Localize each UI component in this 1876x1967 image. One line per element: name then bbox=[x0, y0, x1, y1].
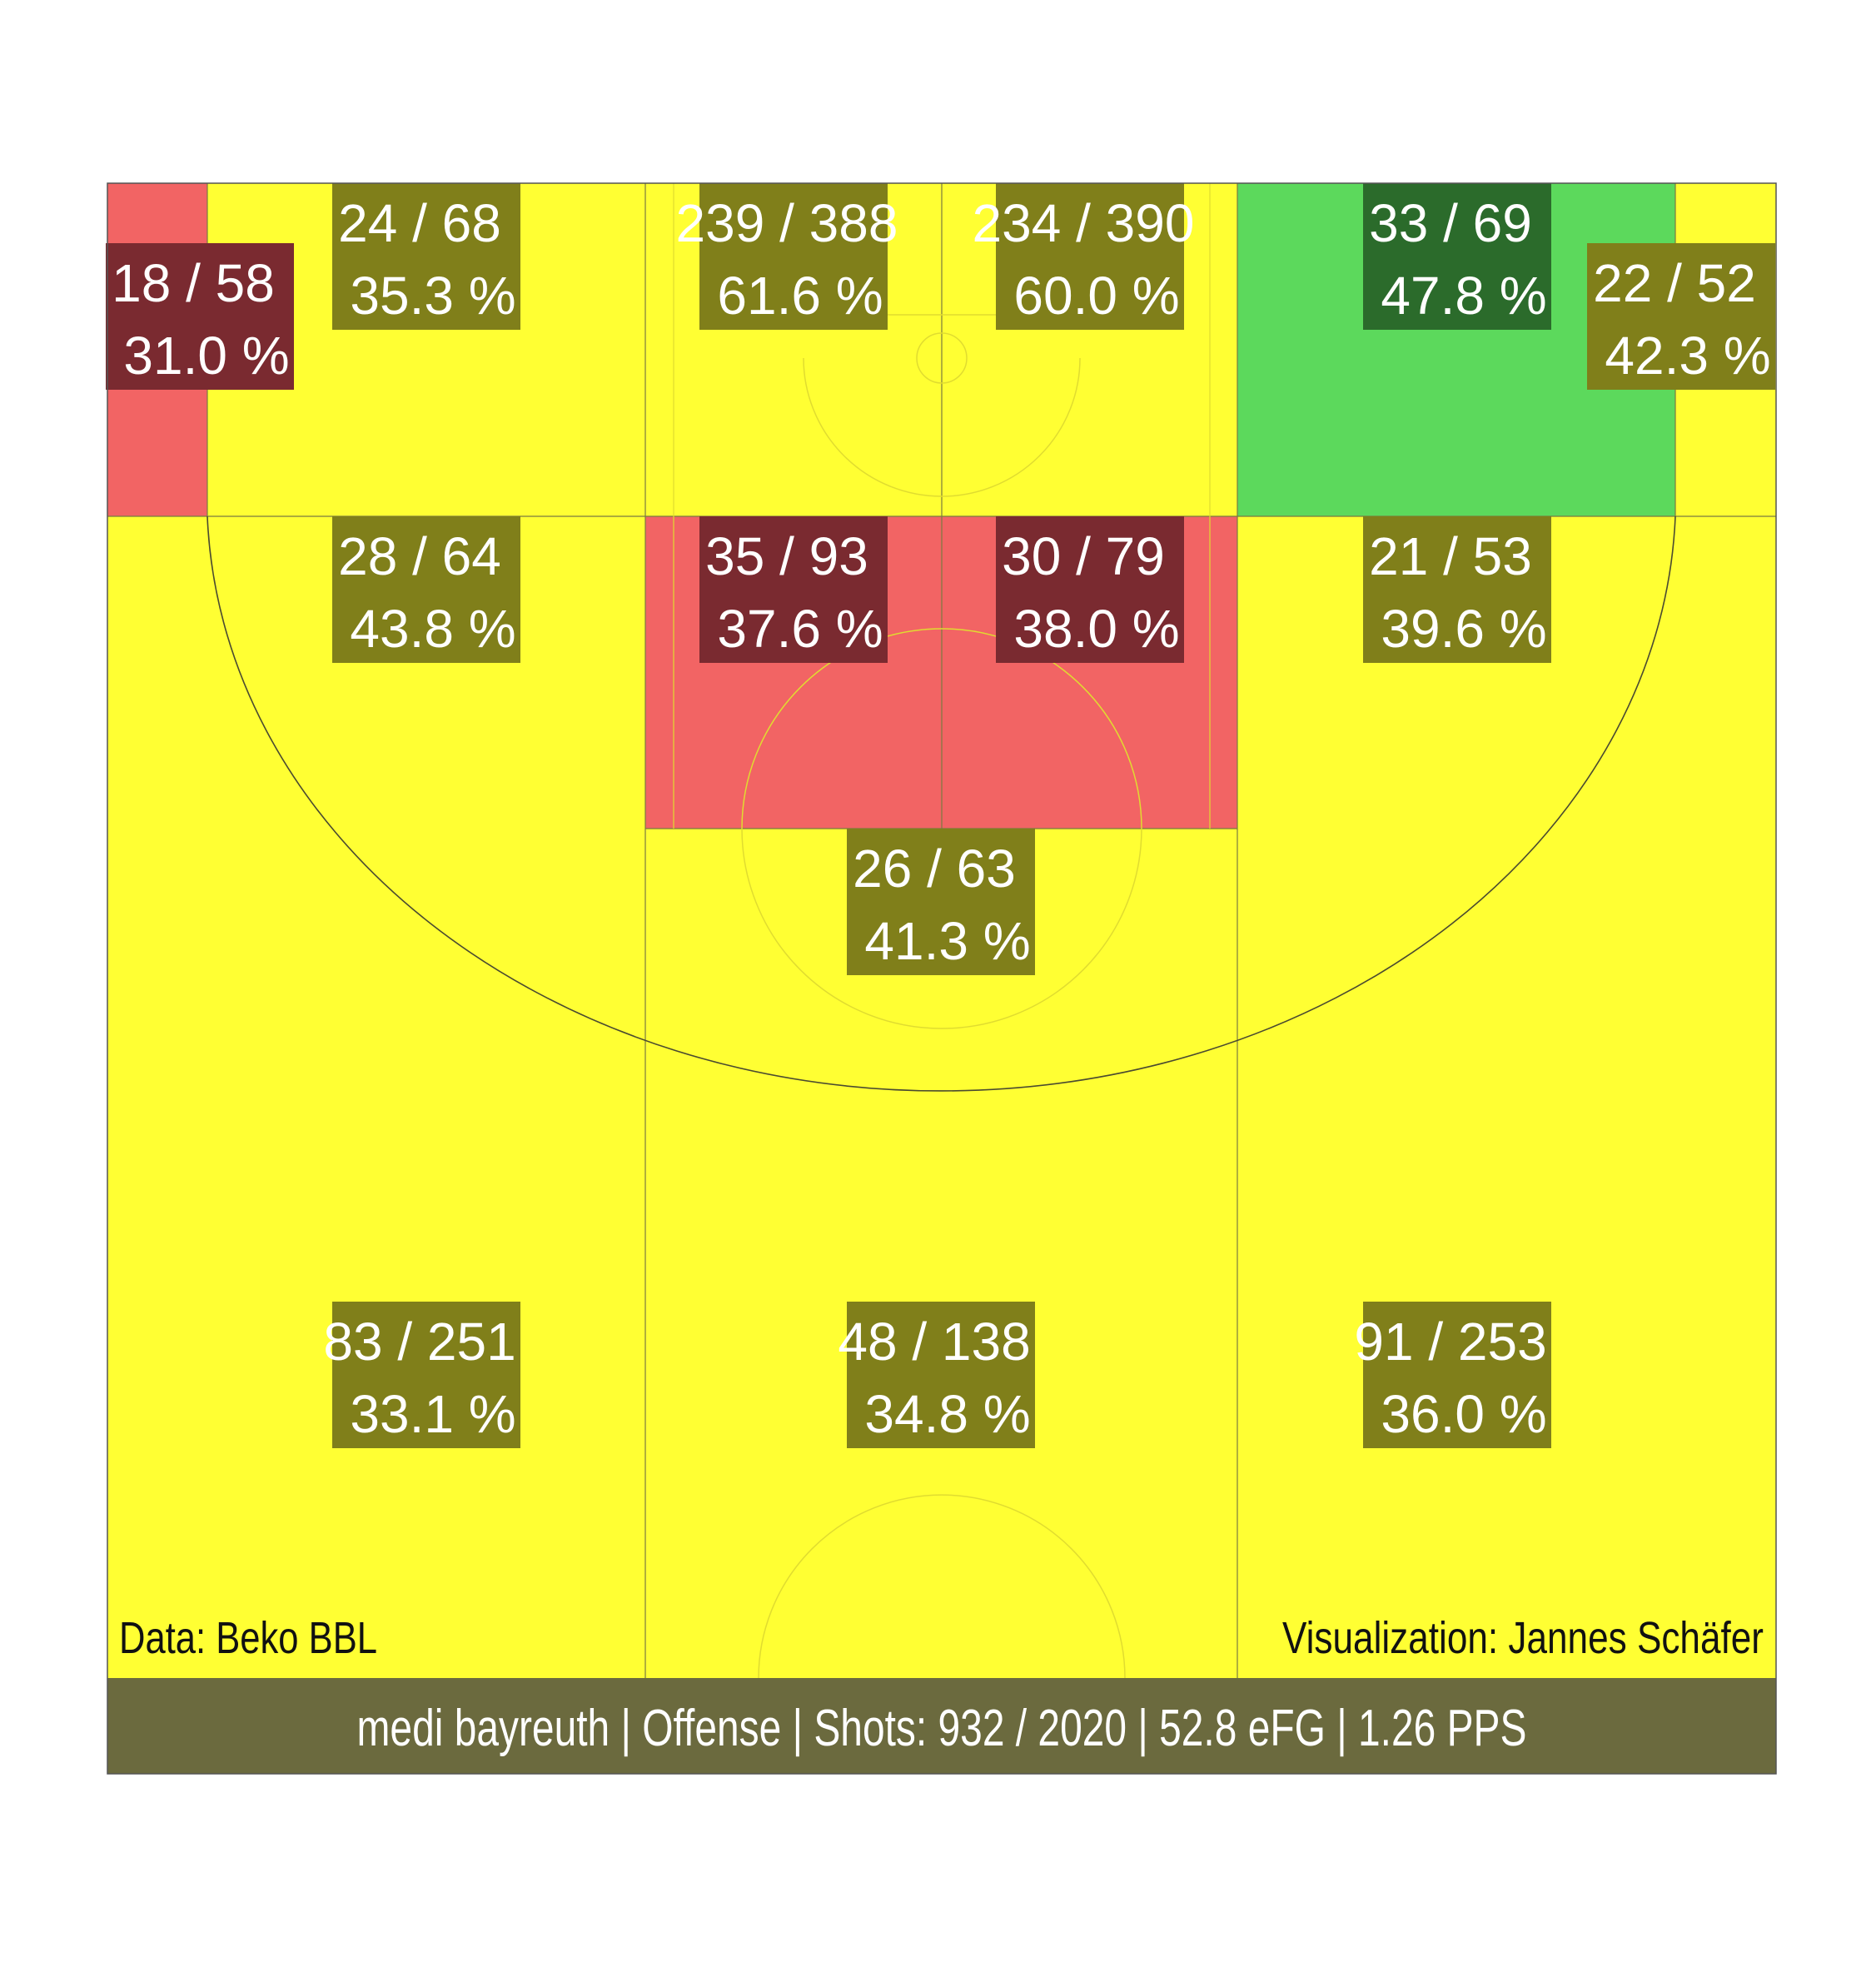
footer-summary: medi bayreuth | Offense | Shots: 932 / 2… bbox=[357, 1700, 1527, 1757]
zone-percentage: 47.8 % bbox=[1381, 266, 1546, 326]
zone-made-attempts: 83 / 251 bbox=[323, 1312, 515, 1372]
zone-made-attempts: 91 / 253 bbox=[1354, 1312, 1546, 1372]
zone-label-left-corner-three: 18 / 58 31.0 % bbox=[106, 243, 294, 390]
zone-made-attempts: 239 / 388 bbox=[676, 193, 898, 253]
zone-label-box bbox=[106, 243, 294, 390]
zone-percentage: 33.1 % bbox=[350, 1384, 515, 1444]
zone-percentage: 41.3 % bbox=[864, 911, 1030, 971]
zone-labels: 18 / 58 31.0 % 24 / 68 35.3 % 239 / 388 61.6 … bbox=[106, 183, 1775, 1448]
zone-made-attempts: 22 / 52 bbox=[1593, 253, 1756, 313]
zone-label-box bbox=[332, 1302, 520, 1448]
zone-label-box bbox=[1363, 516, 1551, 663]
zone-percentage: 37.6 % bbox=[717, 599, 883, 659]
zone-percentage: 39.6 % bbox=[1381, 599, 1546, 659]
three-point-arc bbox=[207, 515, 1676, 1092]
zone-made-attempts: 24 / 68 bbox=[338, 193, 501, 253]
zone-label-box bbox=[996, 516, 1184, 663]
zone-made-attempts: 26 / 63 bbox=[853, 839, 1016, 899]
zone-label-box bbox=[847, 829, 1035, 975]
zone-label-box bbox=[1363, 183, 1551, 330]
zone-label-paint-left: 35 / 93 37.6 % bbox=[699, 516, 888, 663]
zone-made-attempts: 48 / 138 bbox=[838, 1312, 1030, 1372]
zone-percentage: 31.0 % bbox=[123, 326, 289, 386]
zone-percentage: 38.0 % bbox=[1013, 599, 1179, 659]
zone-label-box bbox=[699, 183, 888, 330]
zone-percentage: 34.8 % bbox=[864, 1384, 1030, 1444]
zone-made-attempts: 21 / 53 bbox=[1369, 526, 1532, 586]
zone-label-left-baseline-mid: 24 / 68 35.3 % bbox=[332, 183, 520, 330]
author-credit: Visualization: Jannes Schäfer bbox=[1282, 1613, 1764, 1663]
zone-made-attempts: 30 / 79 bbox=[1002, 526, 1165, 586]
zone-label-right-wing-three: 91 / 253 36.0 % bbox=[1354, 1302, 1551, 1448]
zone-percentage: 36.0 % bbox=[1381, 1384, 1546, 1444]
zone-made-attempts: 35 / 93 bbox=[705, 526, 868, 586]
zone-label-paint-right: 30 / 79 38.0 % bbox=[996, 516, 1184, 663]
zone-made-attempts: 234 / 390 bbox=[973, 193, 1195, 253]
zone-label-right-corner-three: 22 / 52 42.3 % bbox=[1587, 243, 1775, 390]
zone-percentage: 60.0 % bbox=[1013, 266, 1179, 326]
zone-label-rim-right: 234 / 390 60.0 % bbox=[973, 183, 1195, 330]
zone-percentage: 35.3 % bbox=[350, 266, 515, 326]
zone-made-attempts: 28 / 64 bbox=[338, 526, 501, 586]
zone-percentage: 42.3 % bbox=[1605, 326, 1770, 386]
court-markings bbox=[107, 183, 1776, 1774]
zone-label-top-three: 48 / 138 34.8 % bbox=[838, 1302, 1035, 1448]
free-throw-circle bbox=[741, 628, 1142, 1029]
zone-label-box bbox=[1587, 243, 1775, 390]
court-border bbox=[107, 182, 1777, 1775]
zone-label-left-wing-mid: 28 / 64 43.8 % bbox=[332, 516, 520, 663]
zone-label-box bbox=[996, 183, 1184, 330]
zone-percentage: 61.6 % bbox=[717, 266, 883, 326]
zone-label-right-wing-mid: 21 / 53 39.6 % bbox=[1363, 516, 1551, 663]
zone-made-attempts: 18 / 58 bbox=[112, 253, 275, 313]
zone-label-top-key-mid: 26 / 63 41.3 % bbox=[847, 829, 1035, 975]
rim-circle bbox=[916, 332, 968, 384]
restricted-area-arc bbox=[803, 357, 1081, 497]
footer-bar bbox=[107, 1678, 1776, 1774]
zone-label-box bbox=[847, 1302, 1035, 1448]
zone-label-rim-left: 239 / 388 61.6 % bbox=[676, 183, 898, 330]
source-credit: Data: Beko BBL bbox=[119, 1613, 377, 1663]
zone-label-box bbox=[699, 516, 888, 663]
half-court-circle bbox=[758, 1494, 1126, 1679]
zone-made-attempts: 33 / 69 bbox=[1369, 193, 1532, 253]
zone-label-box bbox=[1363, 1302, 1551, 1448]
zone-percentage: 43.8 % bbox=[350, 599, 515, 659]
zone-label-box bbox=[332, 516, 520, 663]
zone-label-right-baseline-mid: 33 / 69 47.8 % bbox=[1363, 183, 1551, 330]
zone-label-box bbox=[332, 183, 520, 330]
zone-label-left-wing-three: 83 / 251 33.1 % bbox=[323, 1302, 520, 1448]
